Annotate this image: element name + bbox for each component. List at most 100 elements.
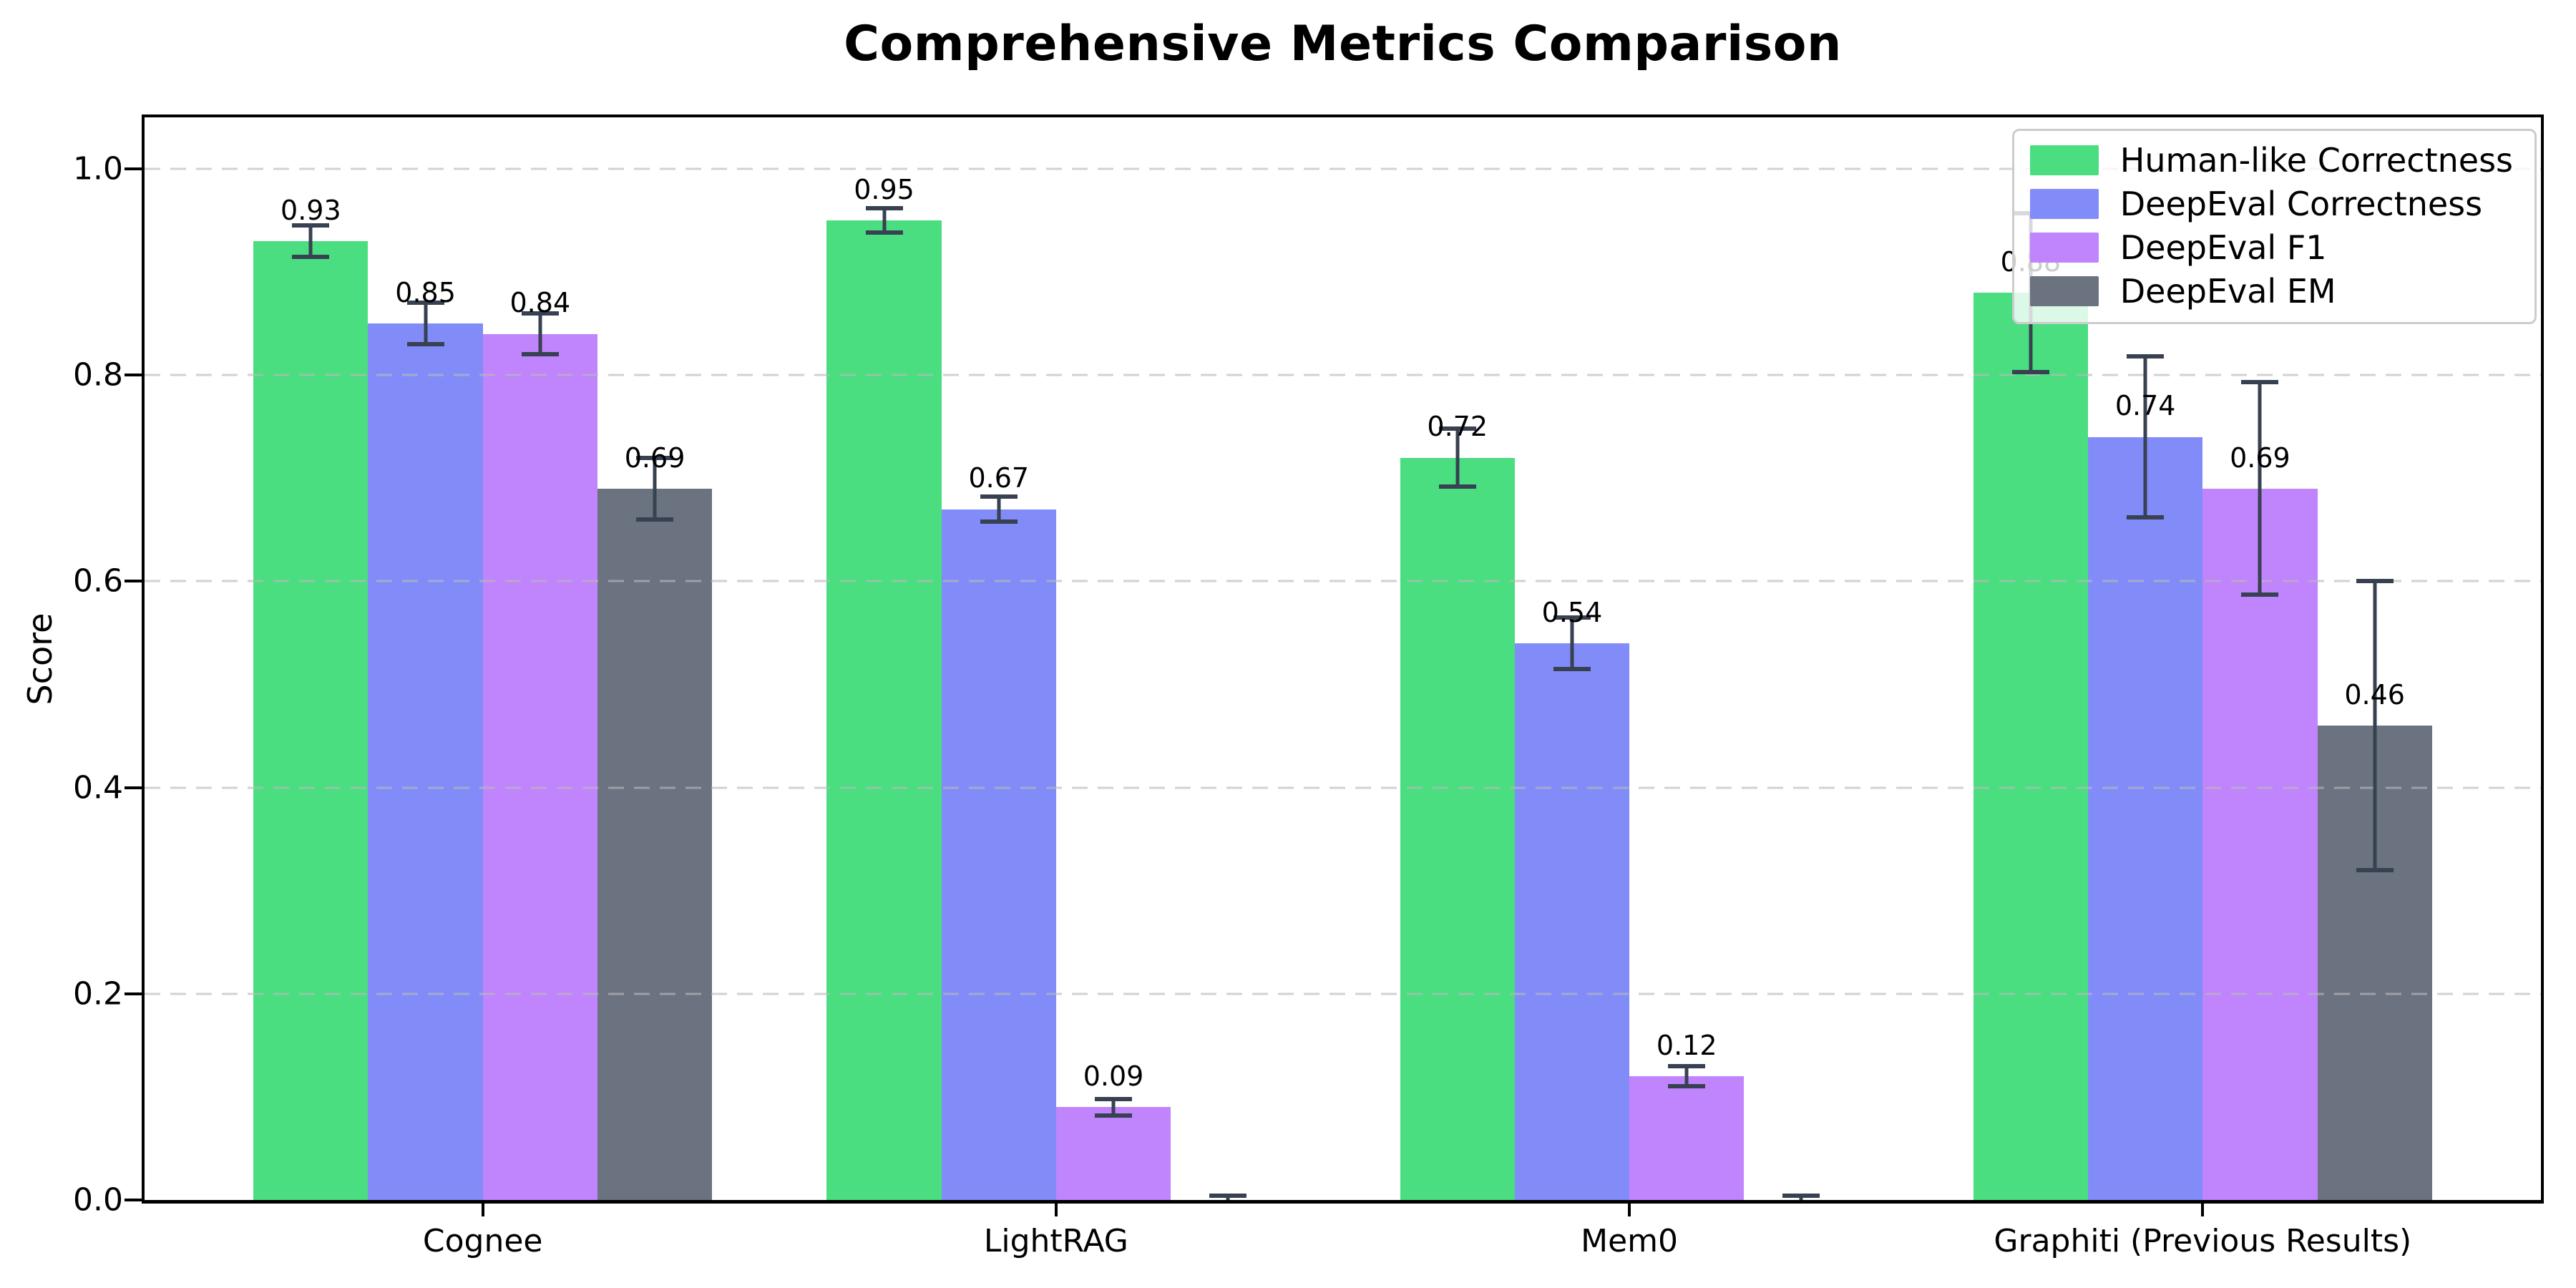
bar [1400,457,1515,1200]
y-tick-label: 0.6 [73,562,123,600]
y-tick-label: 0.8 [73,356,123,394]
error-bar-cap [980,494,1018,499]
bar [1973,292,2089,1200]
error-bar [1570,617,1574,669]
error-bar-cap [1209,1202,1246,1204]
chart-title: Comprehensive Metrics Comparison [844,16,1842,72]
x-tick-mark [1054,1201,1058,1216]
error-bar [2143,356,2147,518]
error-bar-cap [865,205,903,210]
bar-value-label: 0.69 [624,441,686,474]
x-tick-mark [1628,1201,1631,1216]
error-bar [308,225,313,257]
y-axis-label: Score [21,613,59,706]
x-tick-mark [2201,1201,2205,1216]
bar [826,220,942,1200]
error-bar-cap [2356,579,2394,584]
x-tick-label: LightRAG [983,1223,1128,1259]
error-bar-cap [2241,380,2279,385]
error-bar [2373,581,2377,870]
y-tick-label: 0.0 [73,1181,123,1219]
bar [368,323,483,1200]
legend-swatch [2029,189,2099,219]
bar [2202,488,2318,1200]
legend-label: DeepEval F1 [2119,228,2327,267]
error-bar-cap [1668,1063,1706,1068]
bar-value-label: 0.95 [854,173,914,205]
error-bar [1455,429,1460,487]
error-bar-cap [865,230,903,235]
bar-value-label: 0.74 [2114,390,2176,422]
error-bar-cap [1553,615,1591,620]
plot-area: 0.930.950.720.880.850.670.540.740.840.09… [142,114,2544,1204]
error-bar [997,497,1001,522]
y-tick-mark [125,992,142,995]
error-bar-cap [1438,484,1476,489]
error-bar-cap [1095,1113,1133,1118]
legend-entry: DeepEval EM [2029,272,2513,311]
legend-entry: DeepEval F1 [2029,228,2513,267]
error-bar-cap [636,517,674,522]
y-tick-mark [125,580,142,583]
error-bar-cap [1782,1194,1820,1199]
error-bar-cap [2011,369,2049,374]
y-tick-mark [125,374,142,377]
bar-value-label: 0.72 [1427,411,1488,443]
bar [2088,436,2203,1200]
error-bar-cap [1438,426,1476,431]
bar-value-label: 0.85 [395,276,456,308]
legend: Human-like Correctness DeepEval Correctne… [2011,129,2537,324]
error-bar-cap [1095,1096,1133,1101]
y-tick-mark [125,786,142,789]
bar [1055,1107,1171,1200]
error-bar-cap [1782,1202,1820,1204]
error-bar [2258,382,2262,595]
x-tick-label: Mem0 [1581,1223,1679,1259]
y-tick-mark [125,1199,142,1201]
error-bar-cap [2127,354,2165,359]
legend-label: Human-like Correctness [2119,141,2513,180]
bar-value-label: 0.12 [1656,1029,1717,1061]
error-bar-cap [2127,515,2165,520]
error-bar [653,457,657,519]
error-bar-cap [521,352,559,357]
y-tick-mark [125,167,142,171]
error-bar-cap [636,455,674,460]
legend-label: DeepEval EM [2119,272,2336,311]
bar-value-label: 0.67 [968,462,1030,494]
legend-swatch [2029,145,2099,175]
error-bar-cap [1553,666,1591,671]
bar-value-label: 0.93 [280,194,341,226]
x-tick-label: Cognee [422,1223,543,1259]
y-tick-label: 0.4 [73,769,123,806]
legend-swatch [2029,276,2099,306]
bar-value-label: 0.54 [1541,596,1603,628]
error-bar-cap [521,311,559,316]
error-bar [882,208,887,233]
error-bar [1684,1065,1689,1087]
bar [1629,1076,1745,1200]
error-bar-cap [406,301,444,306]
bar-value-label: 0.84 [509,287,571,319]
error-bar-cap [980,519,1018,524]
y-tick-label: 0.2 [73,975,123,1013]
x-tick-mark [481,1201,484,1216]
error-bar-cap [406,342,444,346]
error-bar-cap [2356,867,2394,872]
error-bar [538,313,542,355]
error-bar-cap [2241,592,2279,597]
legend-entry: DeepEval Correctness [2029,185,2513,223]
x-tick-label: Graphiti (Previous Results) [1994,1223,2412,1259]
legend-swatch [2029,233,2099,263]
bar [597,488,713,1200]
bar [1514,643,1630,1200]
error-bar-cap [292,223,330,228]
error-bar-cap [1209,1194,1247,1199]
bar [253,240,369,1200]
bar-value-label: 0.46 [2344,678,2405,711]
error-bar [1111,1098,1116,1116]
error-bar-cap [1668,1084,1706,1089]
legend-label: DeepEval Correctness [2119,185,2483,223]
bar [482,333,597,1200]
